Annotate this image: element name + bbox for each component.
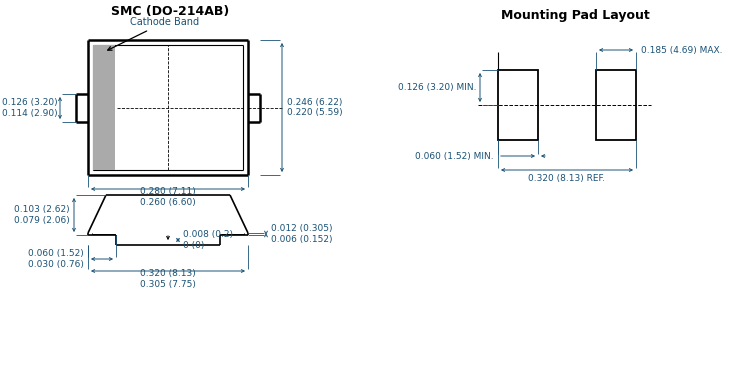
Text: 0.103 (2.62)
0.079 (2.06): 0.103 (2.62) 0.079 (2.06)	[14, 205, 70, 225]
Text: 0.012 (0.305)
0.006 (0.152): 0.012 (0.305) 0.006 (0.152)	[271, 224, 332, 244]
Text: Cathode Band: Cathode Band	[108, 17, 200, 50]
Text: 0.320 (8.13) REF.: 0.320 (8.13) REF.	[529, 174, 605, 182]
Text: 0.060 (1.52)
0.030 (0.76): 0.060 (1.52) 0.030 (0.76)	[28, 249, 84, 269]
Text: 0.280 (7.11)
0.260 (6.60): 0.280 (7.11) 0.260 (6.60)	[140, 187, 196, 207]
Text: 0.126 (3.20)
0.114 (2.90): 0.126 (3.20) 0.114 (2.90)	[2, 98, 58, 118]
Bar	[93, 45, 115, 170]
Text: 0.060 (1.52) MIN.: 0.060 (1.52) MIN.	[416, 152, 494, 160]
Text: 0.126 (3.20) MIN.: 0.126 (3.20) MIN.	[398, 83, 476, 92]
Text: 0.320 (8.13)
0.305 (7.75): 0.320 (8.13) 0.305 (7.75)	[140, 269, 196, 289]
Text: 0.008 (0.2)
0 (0): 0.008 (0.2) 0 (0)	[183, 230, 233, 250]
Text: Mounting Pad Layout: Mounting Pad Layout	[501, 8, 650, 22]
Text: 0.246 (6.22)
0.220 (5.59): 0.246 (6.22) 0.220 (5.59)	[287, 98, 343, 117]
Bar	[498, 70, 538, 140]
Bar	[596, 70, 636, 140]
Text: 0.185 (4.69) MAX.: 0.185 (4.69) MAX.	[641, 46, 722, 54]
Text: SMC (DO-214AB): SMC (DO-214AB)	[111, 5, 230, 19]
